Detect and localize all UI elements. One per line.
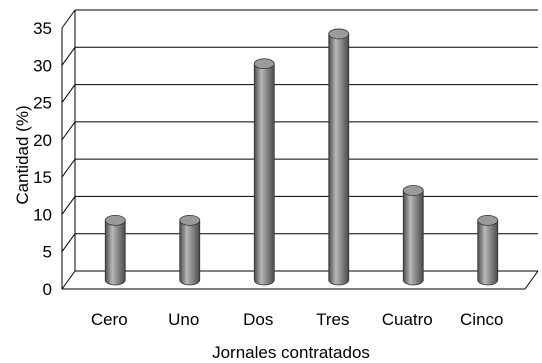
y-tick-label: 5 bbox=[43, 243, 52, 262]
x-tick-label: Tres bbox=[316, 310, 349, 329]
y-tick-label: 30 bbox=[33, 56, 52, 75]
x-tick-label: Cinco bbox=[460, 310, 503, 329]
gridlines bbox=[61, 9, 538, 290]
chart-walls bbox=[61, 10, 539, 290]
y-tick-label: 35 bbox=[33, 19, 52, 38]
x-tick-label: Cero bbox=[91, 310, 128, 329]
x-tick-label: Cuatro bbox=[382, 310, 433, 329]
bar-cinco bbox=[477, 214, 499, 286]
bar-cero bbox=[104, 214, 126, 286]
y-tick-label: 20 bbox=[33, 131, 52, 150]
y-tick-label: 10 bbox=[33, 205, 52, 224]
bar-cuatro bbox=[402, 185, 424, 286]
y-tick-labels: 0 5 10 15 20 25 30 35 bbox=[33, 19, 52, 299]
y-axis-title: Cantidad (%) bbox=[13, 105, 32, 204]
bar-dos bbox=[253, 58, 275, 286]
y-tick-label: 25 bbox=[33, 94, 52, 113]
bars bbox=[104, 28, 499, 286]
y-tick-label: 0 bbox=[43, 280, 52, 299]
y-tick-label: 15 bbox=[33, 168, 52, 187]
x-category-labels: Cero Uno Dos Tres Cuatro Cinco bbox=[91, 310, 504, 329]
bar-uno bbox=[179, 214, 201, 286]
x-axis-title: Jornales contratados bbox=[212, 343, 370, 362]
x-tick-label: Uno bbox=[168, 310, 199, 329]
bar-tres bbox=[328, 28, 350, 286]
x-tick-label: Dos bbox=[243, 310, 273, 329]
